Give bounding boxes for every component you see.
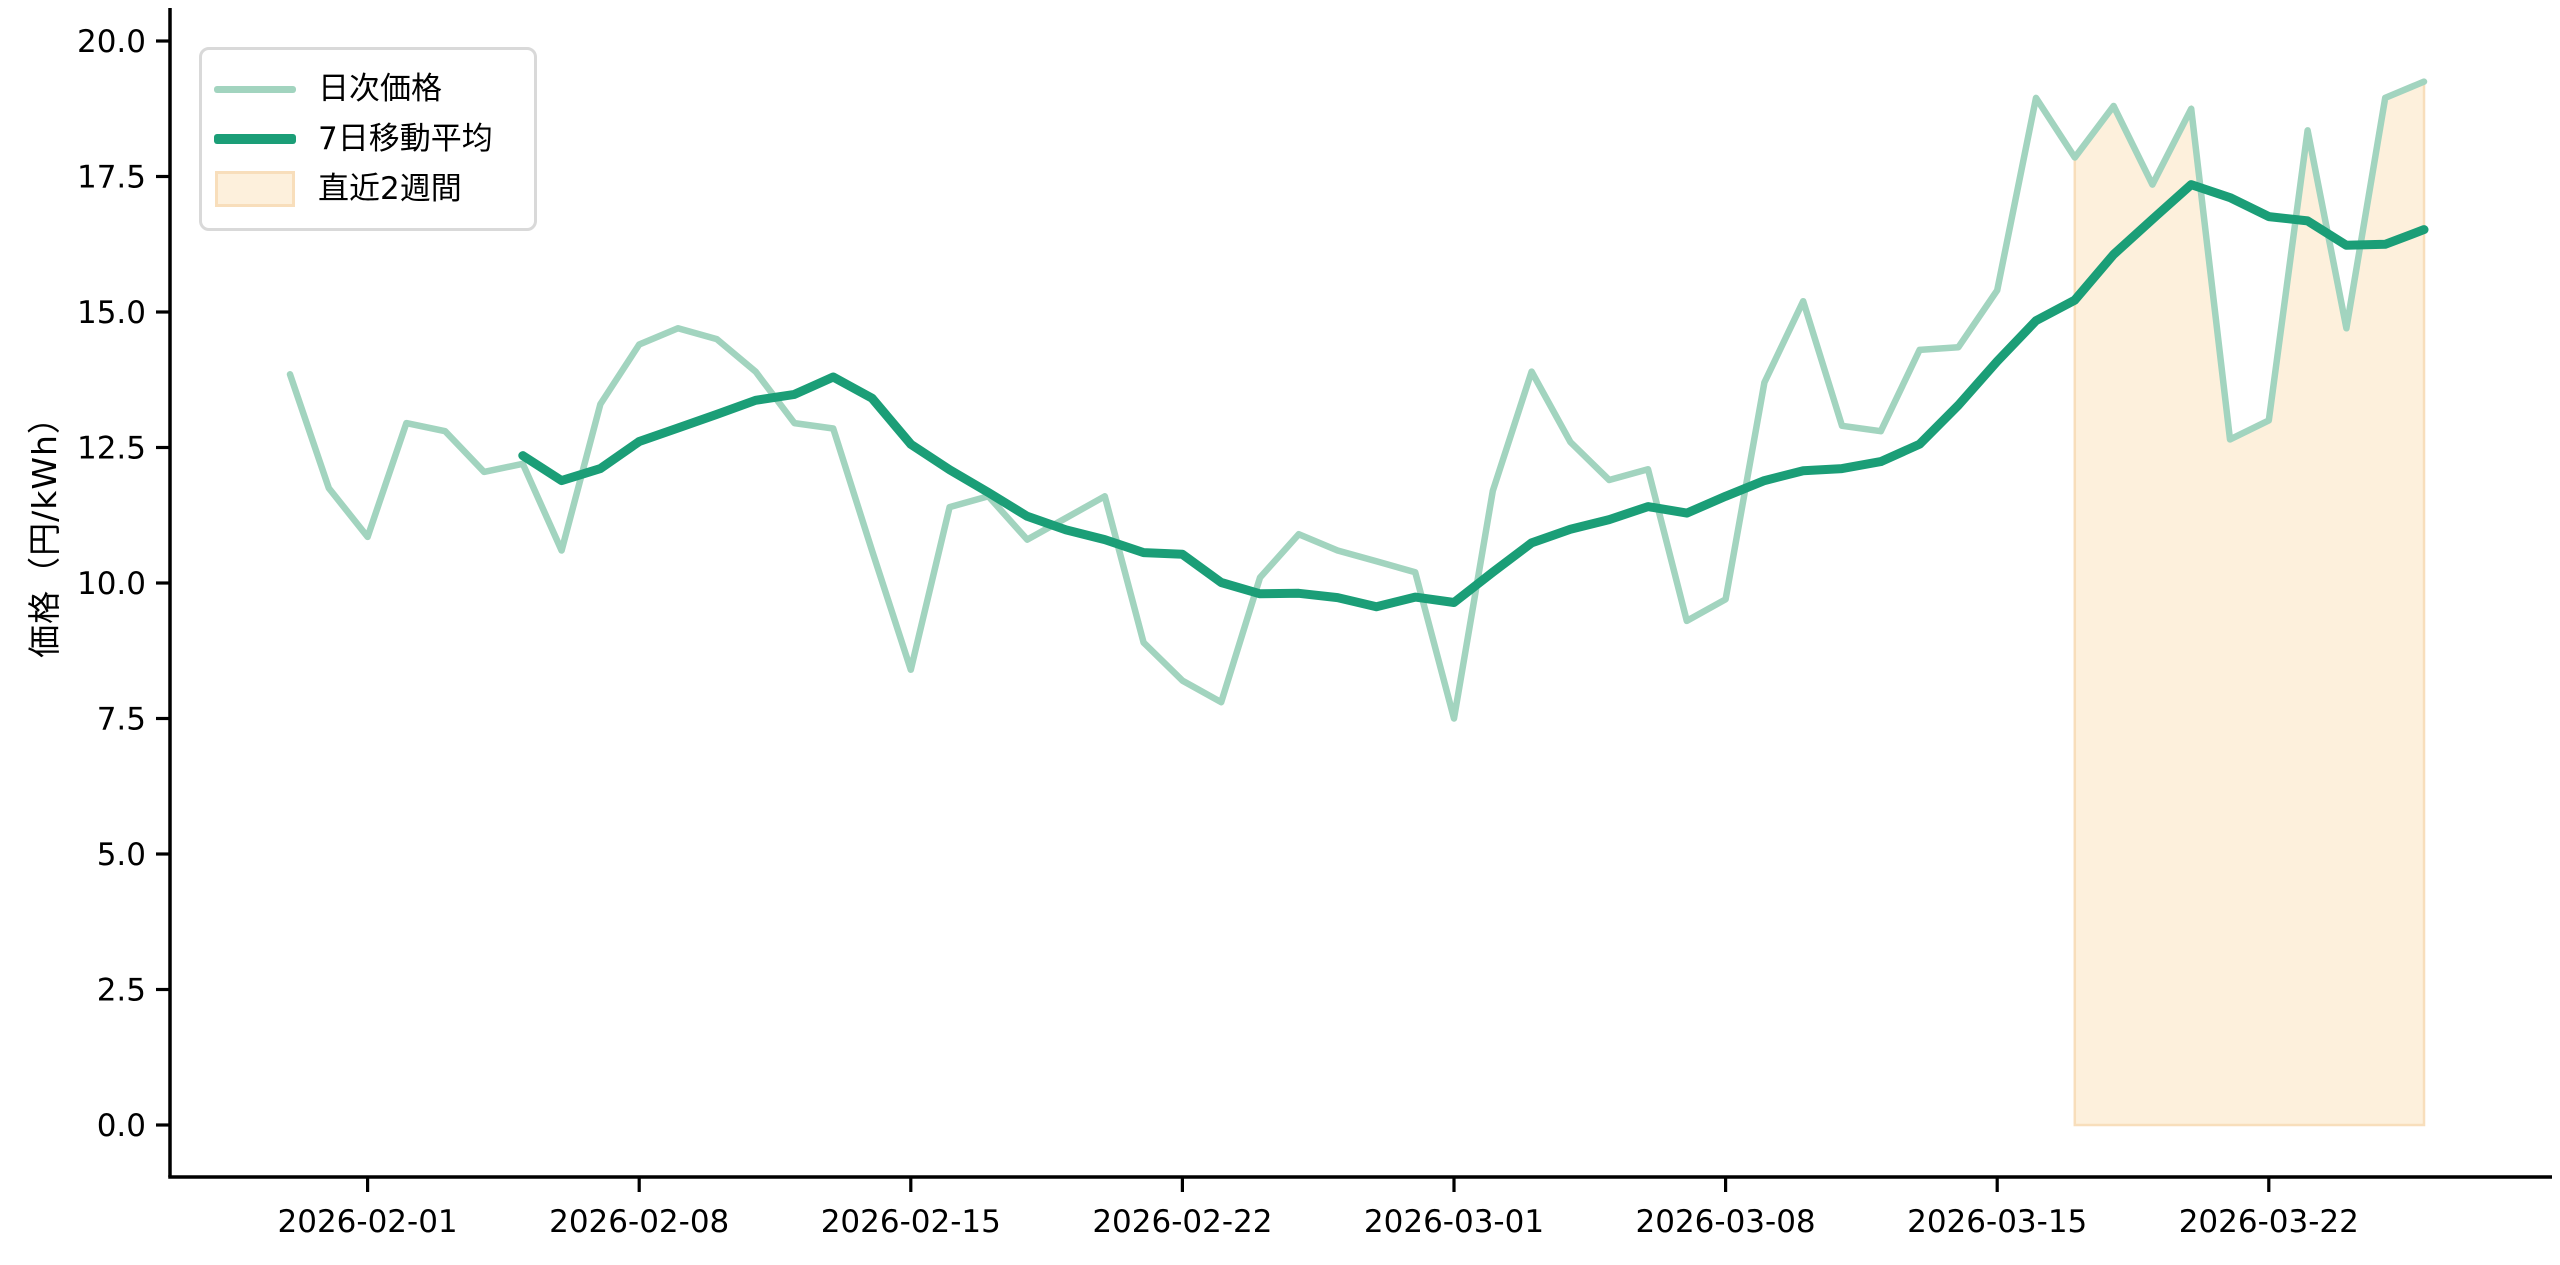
legend-label-region: 直近2週間 [318,170,462,207]
y-tick-label: 7.5 [97,702,146,738]
x-tick-label: 2026-02-15 [821,1204,1001,1240]
y-tick-label: 12.5 [77,431,146,467]
x-tick-label: 2026-03-08 [1636,1204,1816,1240]
legend-label-ma7: 7日移動平均 [318,120,493,157]
y-axis-label: 価格（円/kWh） [25,400,64,658]
x-tick-label: 2026-02-08 [549,1204,729,1240]
y-tick-label: 15.0 [77,295,146,331]
x-tick-label: 2026-03-15 [1907,1204,2087,1240]
x-tick-label: 2026-03-22 [2179,1204,2359,1240]
legend: 日次価格 7日移動平均 直近2週間 [199,47,537,231]
legend-item-ma7: 7日移動平均 [214,114,516,164]
y-tick-label: 17.5 [77,160,146,196]
ma7-line-swatch [214,134,296,144]
y-tick-label: 10.0 [77,566,146,602]
legend-label-daily: 日次価格 [318,70,442,107]
ma7-line [518,180,2429,612]
y-tick-label: 2.5 [97,973,146,1009]
daily-price-line-swatch [214,85,296,93]
x-tick-label: 2026-02-22 [1092,1204,1272,1240]
y-tick-label: 20.0 [77,24,146,60]
legend-item-region: 直近2週間 [214,164,516,214]
x-tick-label: 2026-02-01 [278,1204,458,1240]
daily-price-line [286,78,2428,722]
legend-item-daily: 日次価格 [214,64,516,114]
y-tick-label: 5.0 [97,837,146,873]
x-tick-label: 2026-03-01 [1364,1204,1544,1240]
y-tick-label: 0.0 [97,1108,146,1144]
highlight-region-swatch [215,171,295,207]
